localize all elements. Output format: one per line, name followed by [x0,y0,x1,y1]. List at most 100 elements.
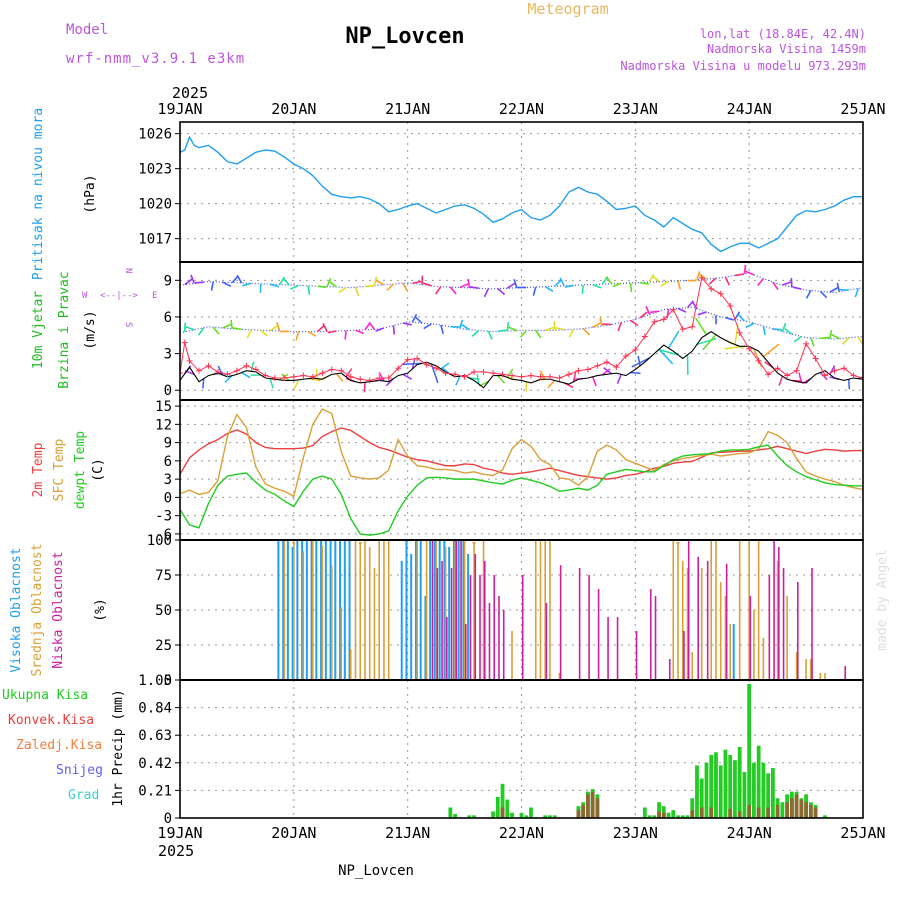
wind-arrow [317,285,327,289]
precip-total-bar [747,683,752,818]
wind-arrow [854,288,860,298]
wind-arrow [559,277,565,287]
wind-arrow [402,373,413,380]
y-tick-label: 50 [155,603,172,619]
wind-arrow [317,324,325,333]
y-tick-label: 12 [155,417,172,433]
precip-conv-bar [581,804,586,818]
wind-arrow [694,317,708,336]
precip-total-bar [728,754,733,818]
panels: 1026102310201017963015129630-3-610075502… [138,121,864,827]
y-tick-label: -6 [155,527,172,543]
wind-arrow [667,330,680,349]
wind-arrow [568,328,575,338]
wind-arrow [778,375,784,386]
wind-arrow [236,274,243,284]
pressure-line [180,135,863,253]
compass-north: N [123,268,133,273]
top-tick-label: 24JAN [727,100,772,118]
wind-arrow [582,327,591,336]
station-title: NP_Lovcen [345,24,464,49]
wind-arrow [185,326,195,331]
precip-conv-bar [813,807,818,818]
y-tick-label: 0.21 [138,783,172,799]
bottom-tick-label: 22JAN [499,824,544,842]
wind-arrow [402,282,408,292]
wind-arrow [857,336,863,346]
y-tick-label: 75 [155,568,172,584]
wind-unit: (m/s) [83,310,98,349]
precip-total-bar [823,815,827,818]
precip-legend-ice: Zaledj.Kisa [16,738,102,753]
wind-arrow [792,286,802,290]
wind-arrow [762,325,766,336]
panel-pressure: 1026 1023 1020 1017 [138,121,864,263]
precip-conv-bar [728,808,733,818]
precip-conv-bar [586,794,590,818]
wind-arrow [375,327,385,332]
wind-arrow [190,274,195,284]
precip-total-bar [680,815,685,818]
wind-arrow [194,281,204,284]
precip-conv-bar [799,799,804,818]
y-tick-label: 1017 [138,232,172,248]
cloud-label-low: Niska Oblacnost [51,551,66,668]
precip-legend-total: Ukupna Kisa [2,688,88,703]
precip-conv-bar [709,807,714,818]
wind-arrow [276,322,281,332]
wind-arrow [772,328,782,331]
cloud-labels: Visoka Oblacnost Srednja Oblacnost Niska… [9,543,108,676]
wind-arrow [449,286,457,295]
wind-arrow [497,288,506,296]
temp-labels: 2m Temp SFC Temp dewpt Temp (C) [31,431,106,509]
wind-arrow [344,330,347,340]
y-tick-label: 3 [164,472,172,488]
wind-arrow [440,362,450,370]
wind-arrow [829,329,833,339]
precip-total-bar [548,815,552,818]
wind-arrow [555,326,565,331]
precip-total-bar [495,796,500,818]
precip-total-bar [453,814,457,818]
pressure-unit: (hPa) [83,174,98,213]
precip-total-bar [709,754,714,818]
precip-total-bar [652,815,657,818]
compass-east: E [152,291,157,301]
wind-arrow [455,375,461,386]
wind-arrow [696,271,701,281]
wind-arrow [605,276,613,285]
wind-arrow [422,282,432,287]
precip-total-bar [666,812,671,818]
precip-conv-bar [690,810,695,818]
precip-conv-bar [699,807,704,818]
bottom-tick-label: 20JAN [271,824,316,842]
precip-conv-bar [590,791,595,818]
wind-arrow [197,327,205,336]
precip-legend-conv: Konvek.Kisa [8,713,94,728]
wind-arrow [820,336,830,340]
precip-conv-bar [747,804,752,818]
temp-label-sfc: SFC Temp [52,439,67,502]
precip-total-bar [699,778,704,818]
wind-arrow [630,371,641,375]
wind-arrow [392,325,396,335]
cloud-unit: (%) [93,598,108,621]
wind-arrow [412,280,422,285]
wind-arrow [326,278,332,287]
wind-arrow [414,316,423,324]
wind-arrow [724,276,730,286]
wind-arrow [345,368,353,378]
wind-arrow [401,362,422,366]
wind-arrow [603,367,613,375]
precip-total-bar [704,762,709,818]
precip-total-bar [690,798,695,818]
wind-arrow [467,278,471,288]
precip-total-bar [472,815,476,818]
pressure-label: Pritisak na nivou mora [31,108,46,280]
precip-legend-grad: Grad [68,788,99,803]
wind-arrow [378,371,385,382]
wind-arrow [354,286,360,297]
wind-arrow [269,325,279,332]
wind-arrow [402,322,412,326]
